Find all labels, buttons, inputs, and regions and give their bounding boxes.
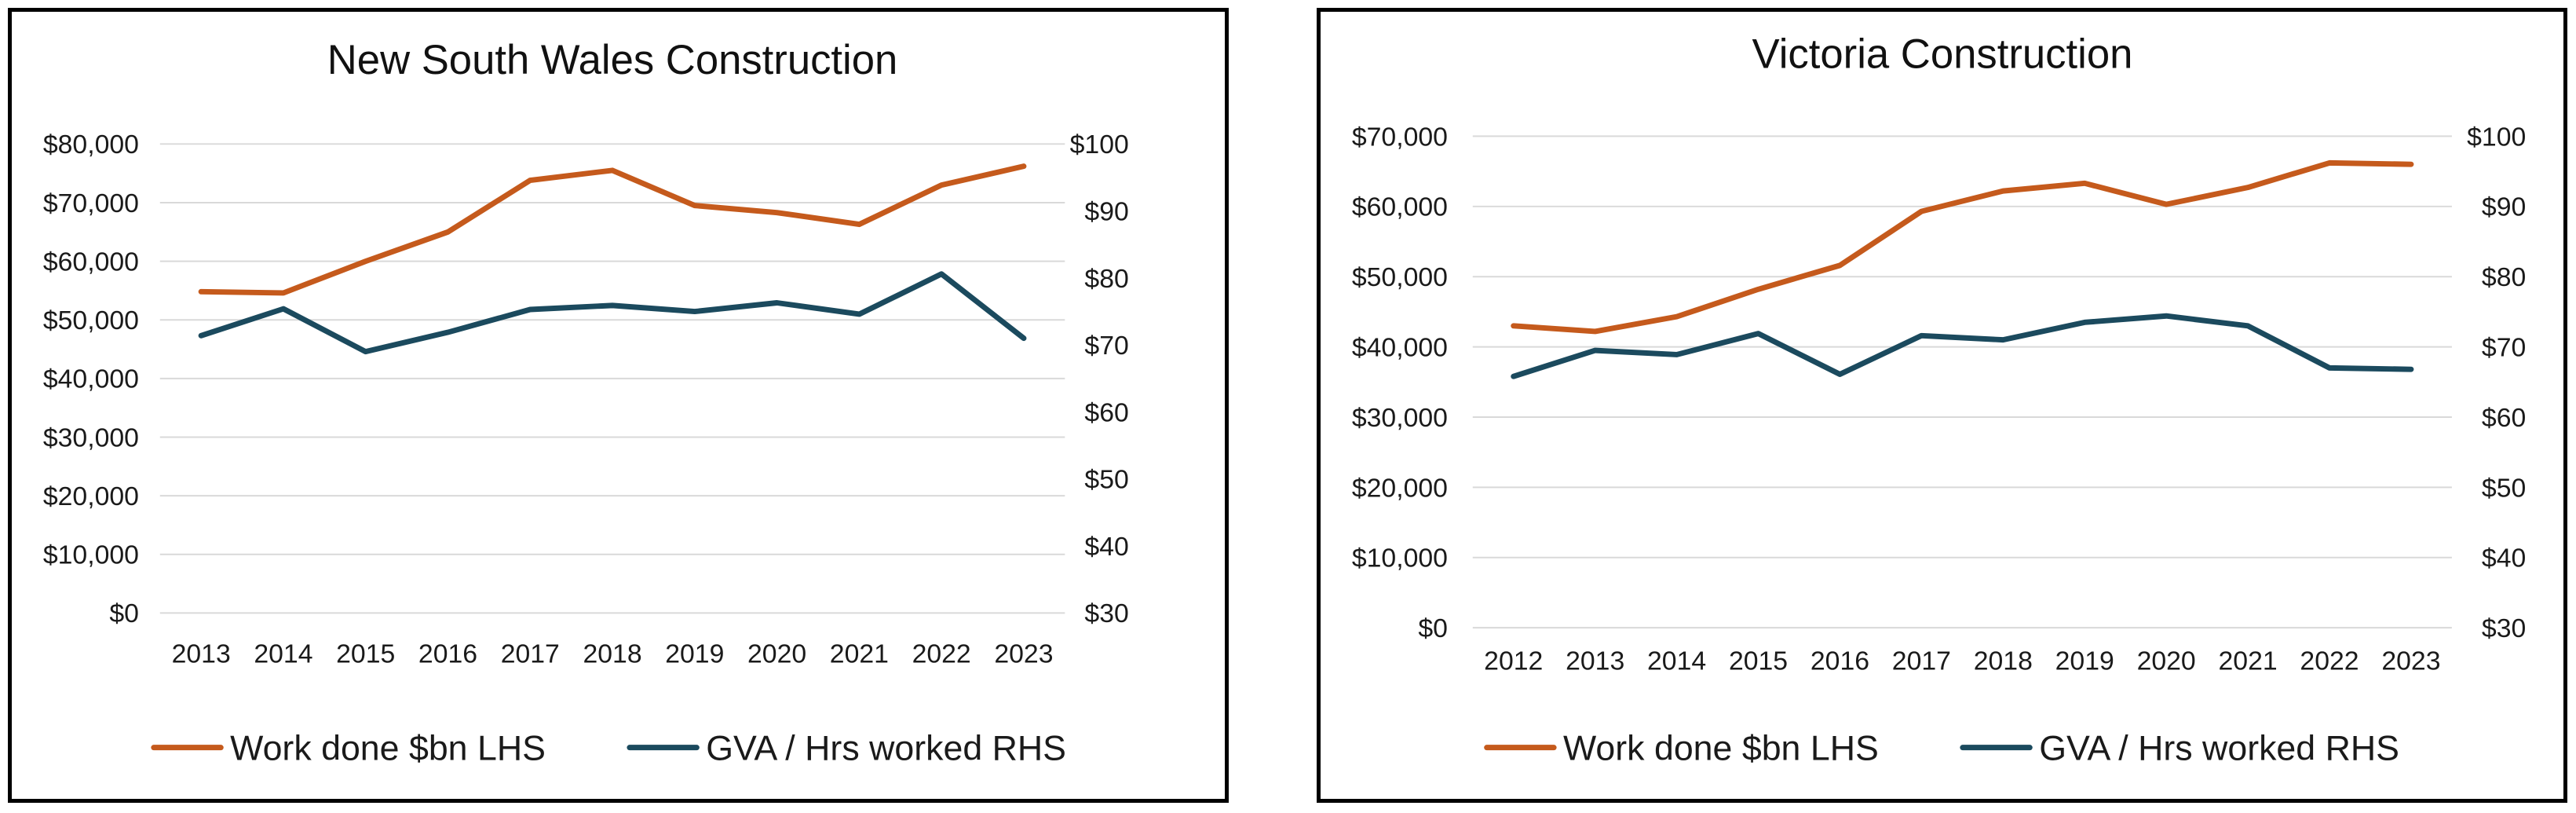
chart-nsw: New South Wales Construction $0 $10,000 $2… (43, 37, 1129, 768)
y-left-tick-label: $20,000 (1352, 473, 1448, 503)
x-tick-label: 2018 (1974, 646, 2033, 676)
x-tick-label: 2017 (1892, 646, 1951, 676)
y-right-tick-label: $100 (2467, 122, 2526, 152)
chart-legend: Work done $bn LHS GVA / Hrs worked RHS (151, 730, 1066, 768)
y-left-tick-label: $80,000 (43, 130, 139, 159)
legend-label-work-done: Work done $bn LHS (230, 730, 546, 768)
x-tick-label: 2013 (1566, 646, 1624, 676)
chart-victoria: Victoria Construction $0 $10,000 $20,000 $3… (1352, 31, 2526, 768)
x-tick-label: 2023 (994, 639, 1053, 669)
y-left-tick-label: $0 (1418, 613, 1448, 643)
legend-label-gva-hours: GVA / Hrs worked RHS (706, 730, 1066, 768)
y-left-tick-label: $40,000 (43, 364, 139, 394)
x-tick-label: 2015 (1729, 646, 1788, 676)
x-tick-label: 2022 (2300, 646, 2359, 676)
x-tick-label: 2022 (912, 639, 971, 669)
x-tick-label: 2019 (665, 639, 724, 669)
y-right-tick-label: $70 (2482, 333, 2526, 363)
y-left-tick-label: $0 (109, 599, 139, 628)
chart-panel-nsw: New South Wales Construction $0 $10,000 $2… (8, 8, 1229, 803)
x-tick-label: 2014 (254, 639, 312, 669)
y-right-tick-label: $30 (2482, 613, 2526, 643)
series-line-work-done (1511, 159, 2414, 335)
y-right-tick-label: $100 (1070, 130, 1129, 159)
y-right-tick-label: $40 (2482, 544, 2526, 573)
x-tick-label: 2019 (2055, 646, 2114, 676)
x-tick-label: 2018 (583, 639, 641, 669)
x-tick-label: 2020 (747, 639, 806, 669)
y-right-tick-label: $80 (1084, 264, 1128, 294)
x-tick-label: 2020 (2137, 646, 2196, 676)
x-tick-label: 2015 (336, 639, 395, 669)
y-left-tick-label: $60,000 (43, 247, 139, 277)
legend-label-work-done: Work done $bn LHS (1563, 730, 1879, 768)
x-tick-label: 2016 (1811, 646, 1869, 676)
chart-title: Victoria Construction (1752, 31, 2133, 77)
series-line-work-done (198, 163, 1027, 296)
chart-panel-victoria: Victoria Construction $0 $10,000 $20,000 $3… (1317, 8, 2567, 803)
x-tick-label: 2012 (1484, 646, 1543, 676)
y-left-tick-label: $70,000 (43, 189, 139, 218)
y-right-tick-label: $50 (2482, 473, 2526, 503)
x-tick-label: 2023 (2381, 646, 2440, 676)
x-tick-label: 2021 (2219, 646, 2278, 676)
x-tick-label: 2013 (172, 639, 231, 669)
y-right-tick-label: $90 (1084, 197, 1128, 227)
chart-legend: Work done $bn LHS GVA / Hrs worked RHS (1484, 730, 2399, 768)
x-tick-label: 2014 (1647, 646, 1706, 676)
y-left-tick-label: $10,000 (1352, 544, 1448, 573)
y-left-tick-label: $20,000 (43, 482, 139, 511)
x-tick-label: 2017 (501, 639, 560, 669)
y-right-tick-label: $30 (1084, 599, 1128, 628)
y-right-tick-label: $90 (2482, 192, 2526, 222)
y-right-tick-label: $60 (1084, 397, 1128, 427)
y-left-tick-label: $30,000 (43, 423, 139, 452)
series-line-gva-hours (1511, 313, 2414, 379)
y-left-tick-label: $40,000 (1352, 333, 1448, 363)
y-left-tick-label: $50,000 (1352, 262, 1448, 292)
y-right-tick-label: $80 (2482, 262, 2526, 292)
y-left-tick-label: $50,000 (43, 306, 139, 335)
x-tick-label: 2021 (830, 639, 889, 669)
y-left-tick-label: $10,000 (43, 540, 139, 570)
series-line-gva-hours (198, 271, 1027, 355)
y-left-tick-label: $60,000 (1352, 192, 1448, 222)
y-right-tick-label: $40 (1084, 532, 1128, 562)
y-right-tick-label: $50 (1084, 465, 1128, 495)
y-right-tick-label: $70 (1084, 331, 1128, 361)
x-tick-label: 2016 (418, 639, 477, 669)
legend-label-gva-hours: GVA / Hrs worked RHS (2039, 730, 2399, 768)
y-right-tick-label: $60 (2482, 403, 2526, 433)
chart-title: New South Wales Construction (327, 37, 898, 83)
y-left-tick-label: $30,000 (1352, 403, 1448, 433)
y-left-tick-label: $70,000 (1352, 122, 1448, 152)
